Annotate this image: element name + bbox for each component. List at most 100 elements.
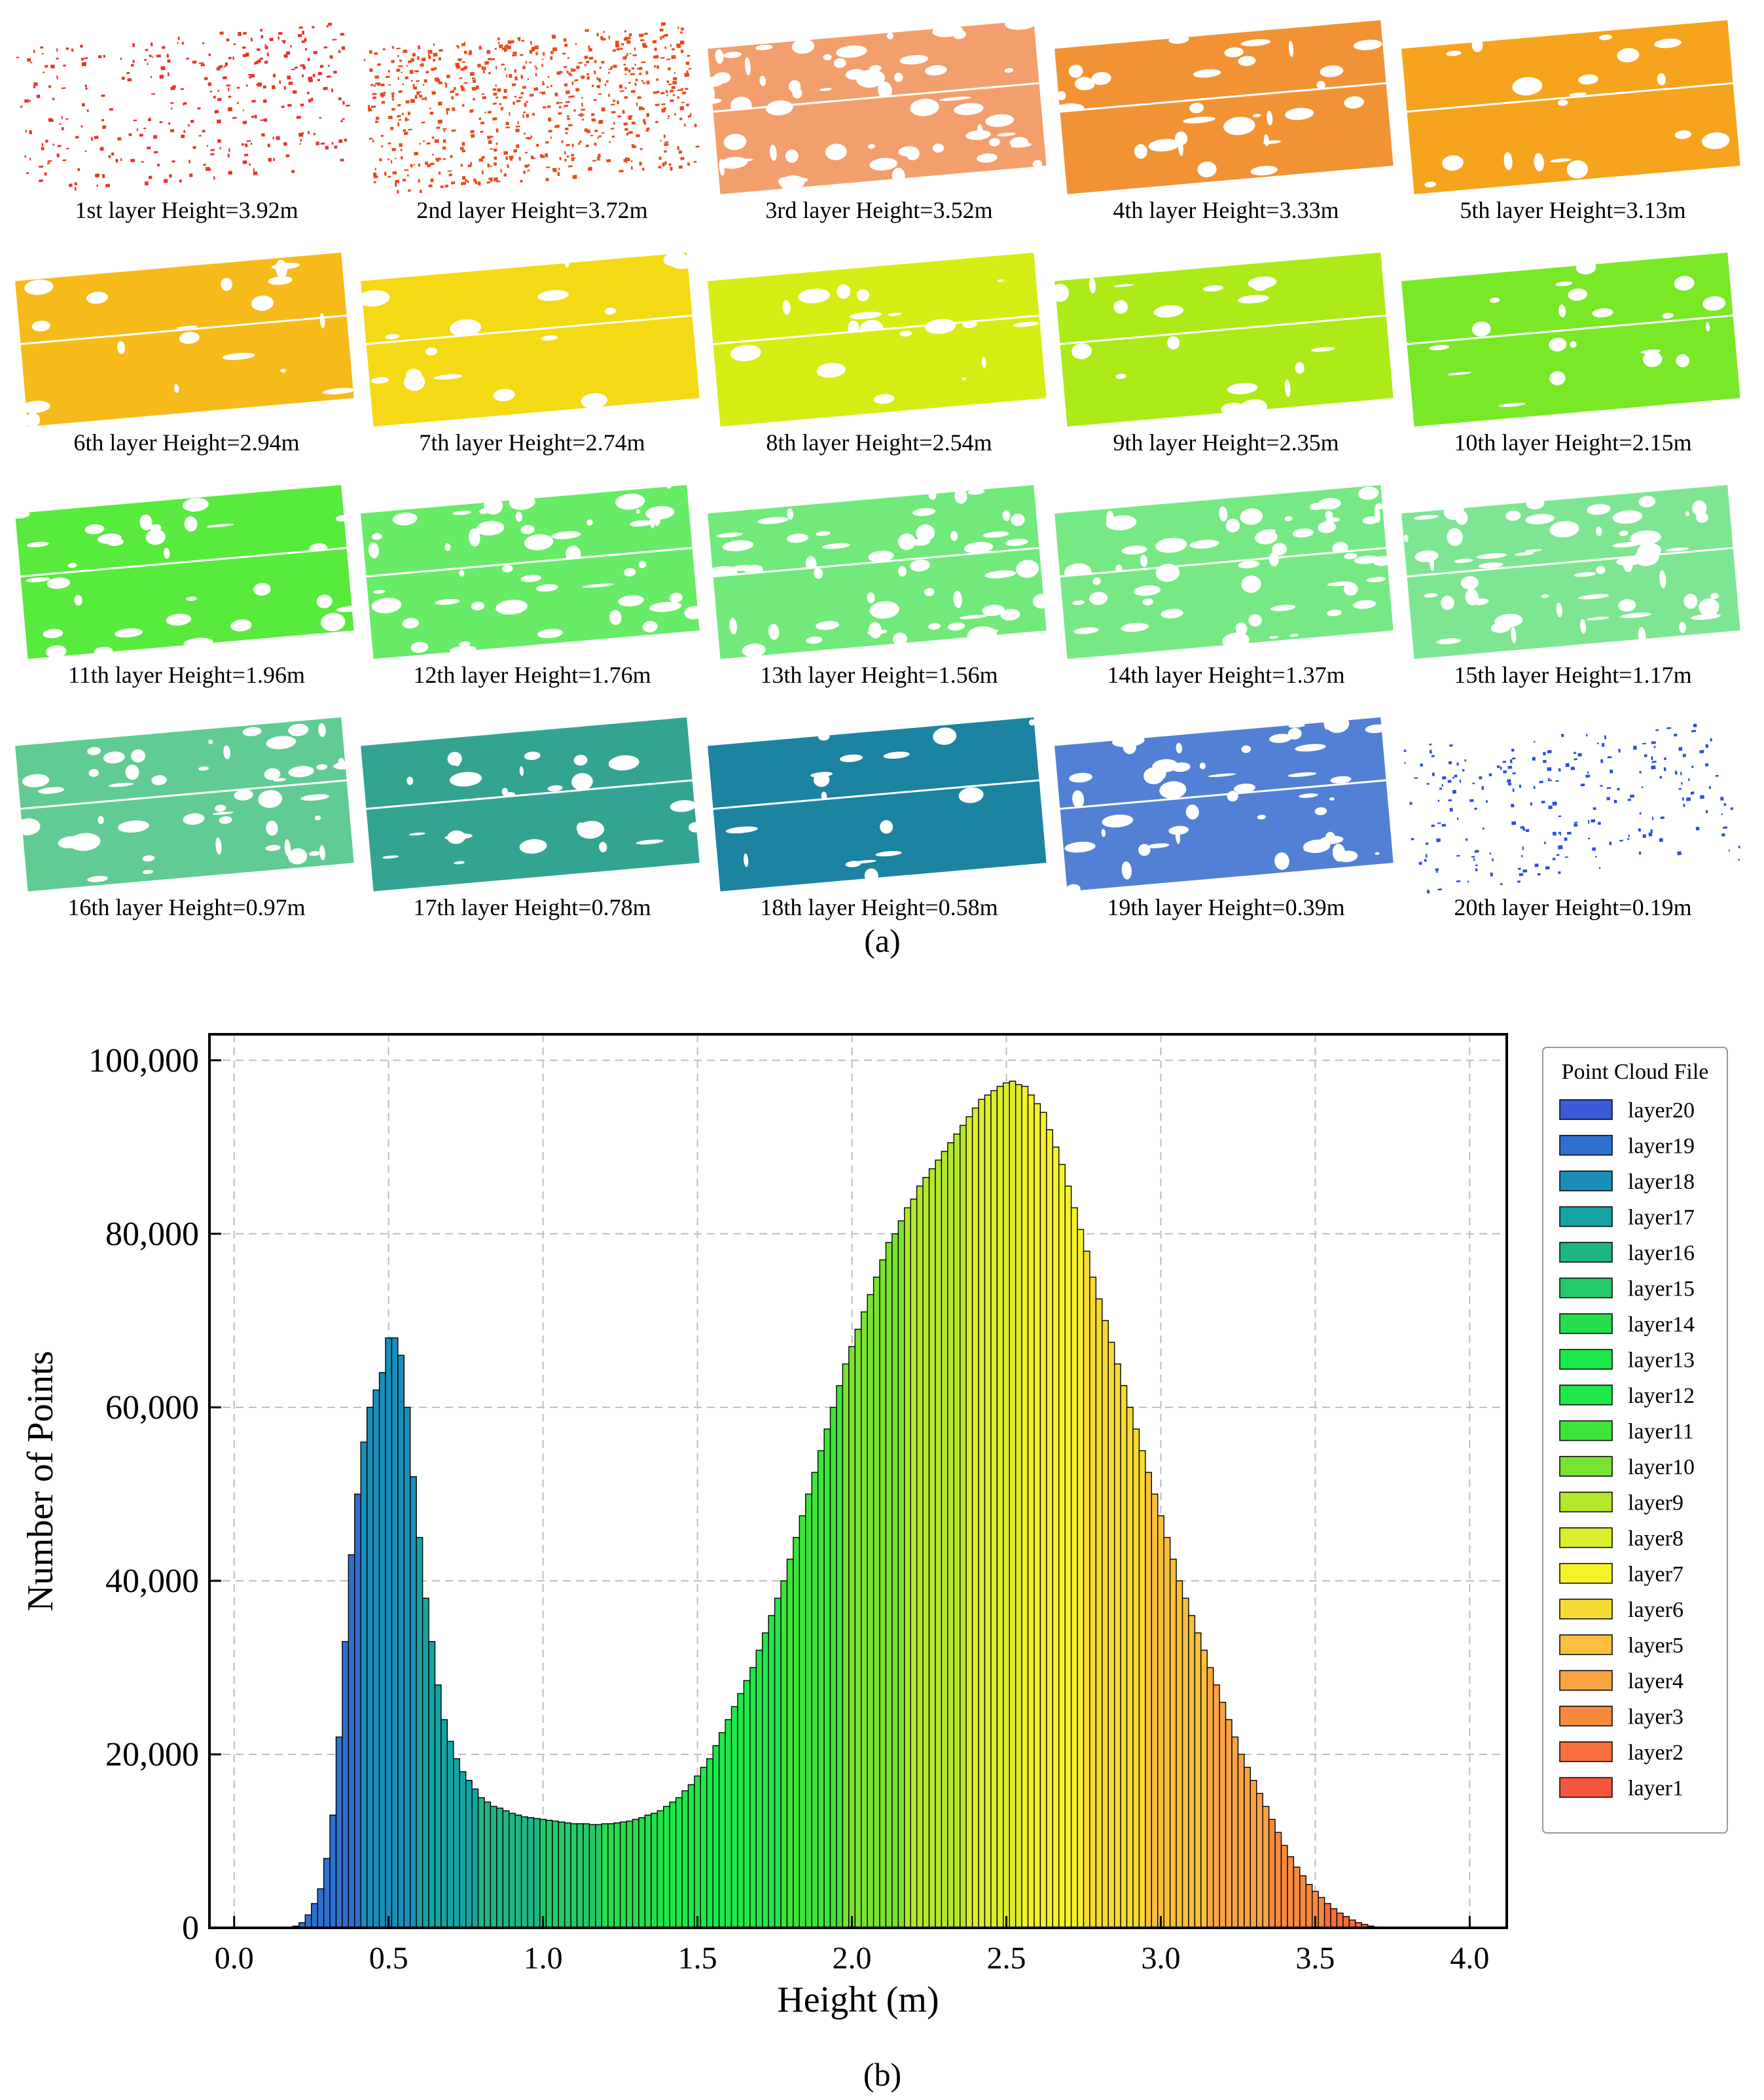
legend-swatch: [1559, 1527, 1613, 1548]
point-cloud-image: [1053, 252, 1394, 427]
point-cloud-image: [13, 484, 360, 659]
layer-thumbnail: 18th layer Height=0.58m: [706, 717, 1053, 952]
histogram-bar: [613, 1822, 621, 1928]
histogram-bar: [879, 1259, 887, 1928]
histogram-bar: [416, 1536, 423, 1928]
legend-entry: layer6: [1628, 1598, 1683, 1622]
histogram-bar: [737, 1693, 745, 1928]
layer-thumbnail: 19th layer Height=0.39m: [1053, 717, 1399, 952]
histogram-bar: [477, 1797, 485, 1928]
histogram-bar: [626, 1820, 634, 1928]
histogram-bar: [453, 1758, 460, 1928]
histogram-bar: [1126, 1407, 1134, 1928]
layer-caption: 3rd layer Height=3.52m: [765, 197, 993, 223]
legend-entry: layer16: [1628, 1241, 1695, 1265]
histogram-bar: [904, 1207, 911, 1928]
histogram-bar: [348, 1554, 355, 1928]
histogram-bar: [372, 1389, 380, 1928]
layer-thumbnail: 10th layer Height=2.15m: [1399, 252, 1746, 488]
legend-entry: layer19: [1628, 1134, 1695, 1159]
layer-caption: 2nd layer Height=3.72m: [416, 197, 648, 223]
histogram-bar: [428, 1640, 436, 1928]
x-tick-label: 0.5: [369, 1941, 408, 1976]
histogram-bar: [1145, 1472, 1153, 1928]
histogram-bar: [1219, 1701, 1227, 1928]
histogram-bar: [595, 1824, 603, 1928]
histogram-bar: [638, 1817, 646, 1928]
histogram-bar: [1237, 1754, 1245, 1928]
legend-entry: layer12: [1628, 1384, 1695, 1408]
histogram-bar: [619, 1821, 627, 1928]
histogram-bar: [941, 1151, 948, 1928]
histogram-bar: [774, 1597, 782, 1928]
layer-caption: 17th layer Height=0.78m: [413, 894, 651, 920]
histogram-bar: [842, 1363, 850, 1928]
histogram-bar: [533, 1818, 541, 1928]
legend-entry: layer20: [1628, 1098, 1695, 1123]
histogram-bar: [422, 1597, 429, 1928]
histogram-bar: [854, 1328, 862, 1928]
histogram-bar: [601, 1823, 609, 1928]
layer-thumbnail: 7th layer Height=2.74m: [359, 252, 706, 488]
histogram-bar: [1274, 1832, 1282, 1928]
legend-entry: layer2: [1628, 1741, 1683, 1765]
histogram-bar: [712, 1745, 720, 1928]
histogram-bar: [434, 1684, 442, 1928]
histogram-bar: [576, 1823, 584, 1928]
histogram-bar: [1157, 1515, 1164, 1928]
layer-thumbnail: 14th layer Height=1.37m: [1053, 484, 1399, 720]
legend-swatch: [1559, 1313, 1613, 1334]
histogram-bar: [700, 1767, 708, 1928]
point-cloud-image: [707, 484, 1051, 659]
histogram-bar: [1262, 1805, 1270, 1928]
histogram-bar: [978, 1098, 986, 1928]
legend-swatch: [1559, 1491, 1613, 1513]
x-tick-label: 0.0: [215, 1941, 254, 1976]
histogram-bar: [1323, 1903, 1331, 1928]
histogram-bar: [829, 1407, 837, 1928]
point-cloud-image: [16, 22, 350, 191]
legend-swatch: [1559, 1777, 1613, 1798]
histogram-bar: [545, 1819, 553, 1928]
histogram-bar: [583, 1823, 590, 1928]
histogram-bar: [1015, 1084, 1022, 1928]
layer-caption: 12th layer Height=1.76m: [413, 662, 651, 688]
histogram-bar: [1132, 1428, 1140, 1928]
histogram-bar: [1009, 1080, 1017, 1928]
histogram-bar: [749, 1667, 757, 1928]
histogram-bar: [811, 1472, 819, 1928]
histogram-bar: [953, 1133, 961, 1928]
legend-entry: layer11: [1628, 1420, 1694, 1444]
legend-entry: layer10: [1628, 1455, 1695, 1479]
histogram-bar: [446, 1741, 454, 1928]
y-tick-label: 0: [182, 1910, 199, 1947]
histogram-bar: [1256, 1792, 1263, 1928]
histogram-bar: [1231, 1736, 1239, 1928]
legend-entry: layer18: [1628, 1170, 1695, 1194]
layer-caption: 8th layer Height=2.54m: [766, 429, 992, 456]
histogram-bar: [651, 1813, 658, 1928]
x-axis-label: Height (m): [777, 1980, 939, 2020]
layer-caption: 6th layer Height=2.94m: [73, 429, 300, 456]
histogram-bar: [403, 1407, 411, 1928]
point-cloud-image: [1054, 717, 1394, 894]
histogram-bar: [311, 1903, 318, 1928]
histogram-bar: [1095, 1298, 1103, 1928]
histogram-bar: [520, 1816, 528, 1928]
histogram-bar: [1039, 1112, 1047, 1928]
histogram-bar: [1206, 1667, 1214, 1928]
legend-entry: layer7: [1628, 1563, 1683, 1587]
histogram-bar: [564, 1822, 571, 1928]
histogram-bar: [1169, 1559, 1177, 1928]
layer-thumbnail: 5th layer Height=3.13m: [1399, 20, 1746, 255]
legend-entry: layer8: [1628, 1527, 1683, 1551]
histogram-bar: [885, 1242, 893, 1928]
histogram-bar: [471, 1788, 479, 1928]
histogram-bar: [552, 1820, 559, 1928]
histogram-bar: [1113, 1363, 1121, 1928]
y-tick-label: 100,000: [88, 1042, 199, 1079]
histogram-bar: [1330, 1908, 1338, 1928]
histogram-bar: [805, 1493, 812, 1928]
histogram-bar: [465, 1780, 473, 1928]
histogram-bar: [323, 1858, 331, 1928]
